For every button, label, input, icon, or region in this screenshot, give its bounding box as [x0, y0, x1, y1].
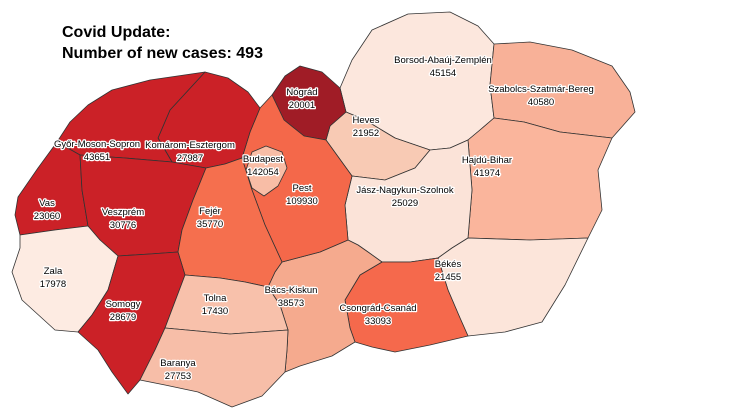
- county-shape-szabolcs-szatmar-bereg: [489, 41, 636, 139]
- county-name-label-komarom-esztergom: Komárom-Esztergom: [145, 140, 235, 151]
- county-value-label-nograd: 20001: [289, 100, 315, 111]
- county-name-label-jasz-nagykun-szolnok: Jász-Nagykun-Szolnok: [356, 185, 453, 196]
- county-value-label-somogy: 28679: [110, 312, 136, 323]
- county-name-label-borsod-abauj-zemplen: Borsod-Abaúj-Zemplén: [394, 55, 492, 66]
- county-shape-somogy: [77, 251, 186, 395]
- county-value-label-szabolcs-szatmar-bereg: 40580: [528, 97, 554, 108]
- county-name-label-gyor-moson-sopron: Győr-Moson-Sopron: [54, 139, 140, 150]
- county-name-label-hajdu-bihar: Hajdú-Bihar: [462, 155, 512, 166]
- county-name-label-heves: Heves: [353, 115, 380, 126]
- county-name-label-tolna: Tolna: [204, 293, 227, 304]
- county-name-label-budapest: Budapest: [243, 154, 284, 165]
- county-name-label-baranya: Baranya: [160, 358, 196, 369]
- county-value-label-bekes: 21455: [435, 272, 461, 283]
- county-name-label-somogy: Somogy: [106, 299, 141, 310]
- county-name-label-bacs-kiskun: Bács-Kiskun: [265, 285, 318, 296]
- county-value-label-baranya: 27753: [165, 371, 191, 382]
- county-name-label-pest: Pest: [292, 183, 311, 194]
- county-value-label-tolna: 17430: [202, 306, 228, 317]
- county-value-label-csongrad-csanad: 33093: [365, 316, 391, 327]
- county-value-label-borsod-abauj-zemplen: 45154: [430, 68, 456, 79]
- county-value-label-fejer: 35770: [197, 219, 223, 230]
- county-shape-baranya: [139, 327, 289, 408]
- county-name-label-zala: Zala: [44, 266, 63, 277]
- county-value-label-budapest: 142054: [247, 167, 279, 178]
- county-value-label-jasz-nagykun-szolnok: 25029: [392, 198, 418, 209]
- county-value-label-zala: 17978: [40, 279, 66, 290]
- county-value-label-veszprem: 30776: [110, 220, 136, 231]
- county-name-label-bekes: Békés: [435, 259, 462, 270]
- county-value-label-heves: 21952: [353, 128, 379, 139]
- county-name-label-veszprem: Veszprém: [102, 207, 144, 218]
- title-line-1: Covid Update:: [62, 24, 171, 41]
- county-name-label-vas: Vas: [39, 198, 55, 209]
- county-value-label-hajdu-bihar: 41974: [474, 168, 500, 179]
- county-value-label-bacs-kiskun: 38573: [278, 298, 304, 309]
- title-line-2: Number of new cases: 493: [62, 45, 263, 62]
- county-value-label-komarom-esztergom: 27987: [177, 153, 203, 164]
- county-value-label-gyor-moson-sopron: 43651: [84, 152, 110, 163]
- county-value-label-vas: 23060: [34, 211, 60, 222]
- county-name-label-szabolcs-szatmar-bereg: Szabolcs-Szatmár-Bereg: [488, 84, 594, 95]
- county-value-label-pest: 109930: [286, 196, 318, 207]
- county-name-label-csongrad-csanad: Csongrád-Csanád: [339, 303, 416, 314]
- county-shape-hajdu-bihar: [467, 117, 613, 241]
- county-name-label-fejer: Fejér: [199, 206, 221, 217]
- map-title: Covid Update: Number of new cases: 493: [62, 22, 263, 64]
- county-name-label-nograd: Nógrád: [286, 87, 317, 98]
